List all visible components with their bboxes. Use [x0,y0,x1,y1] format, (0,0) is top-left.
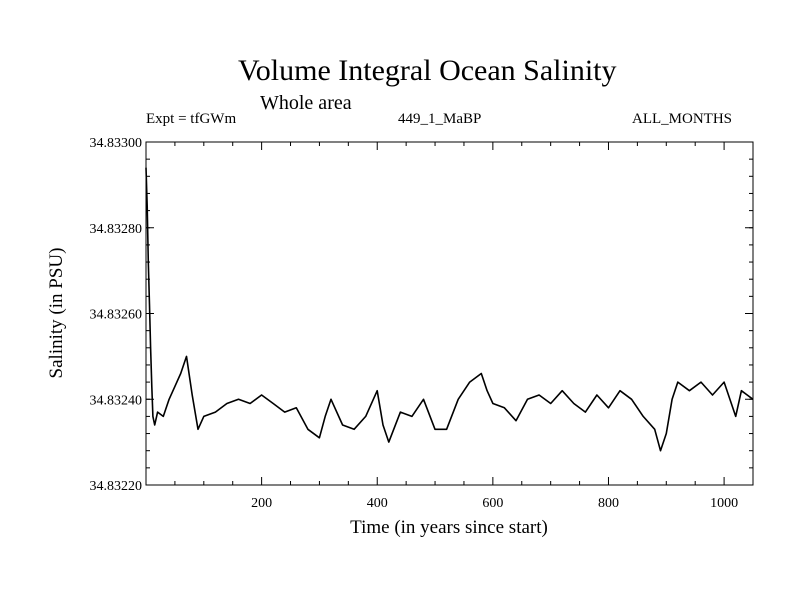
period-label: ALL_MONTHS [632,111,732,127]
chart-title: Volume Integral Ocean Salinity [238,54,617,87]
plot-frame [145,141,754,486]
y-tick-label: 34.83280 [90,222,143,237]
x-tick-label: 200 [251,496,272,511]
chart-subtitle: Whole area [260,92,352,114]
run-label: 449_1_MaBP [398,111,482,127]
y-tick-label: 34.83260 [90,308,143,323]
experiment-label: Expt = tfGWm [146,111,237,127]
x-tick-label: 800 [598,496,619,511]
series-line-salinity [145,167,754,452]
ticks-layer [146,141,753,486]
x-tick-label: 600 [482,496,503,511]
x-tick-label: 400 [367,496,388,511]
y-tick-label: 34.83220 [90,479,143,494]
x-tick-label: 1000 [710,496,738,511]
labels-layer: 200 400 600 800 1000 34.83220 34.83240 34.83260… [90,136,739,511]
y-tick-label: 34.83240 [90,393,143,408]
y-tick-label: 34.83300 [90,136,143,151]
x-axis-label: Time (in years since start) [350,517,548,538]
y-axis-label: Salinity (in PSU) [46,248,67,379]
